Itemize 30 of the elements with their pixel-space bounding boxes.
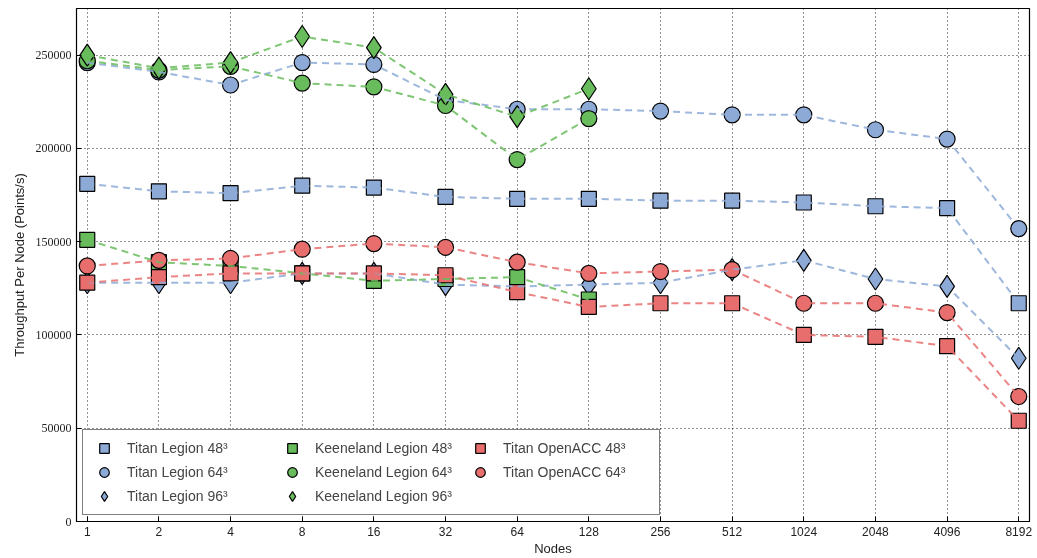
legend-label: Titan Legion 96³ bbox=[127, 487, 229, 506]
y-tick-label: 250000 bbox=[35, 48, 72, 63]
legend-label: Titan Legion 64³ bbox=[127, 463, 229, 482]
x-tick-label: 4 bbox=[227, 524, 235, 539]
legend-label: Keeneland Legion 48³ bbox=[315, 439, 453, 458]
x-tick-label: 512 bbox=[722, 524, 743, 539]
legend-label: Titan Legion 48³ bbox=[127, 439, 229, 458]
x-tick-label: 2048 bbox=[862, 524, 890, 539]
y-tick-label: 50000 bbox=[41, 421, 72, 436]
x-tick-label: 64 bbox=[510, 524, 525, 539]
x-tick-label: 256 bbox=[650, 524, 671, 539]
x-tick-label: 1 bbox=[83, 524, 91, 539]
x-tick-label: 4096 bbox=[933, 524, 961, 539]
x-tick-label: 16 bbox=[367, 524, 381, 539]
x-tick-label: 128 bbox=[578, 524, 600, 539]
y-tick-label: 200000 bbox=[35, 141, 72, 156]
legend-label: Keeneland Legion 64³ bbox=[315, 463, 453, 482]
x-tick-label: 32 bbox=[438, 524, 453, 539]
legend-label: Titan OpenACC 48³ bbox=[503, 439, 627, 458]
y-tick-label: 0 bbox=[65, 514, 72, 529]
x-tick-label: 8 bbox=[298, 524, 306, 539]
y-tick-label: 100000 bbox=[35, 327, 72, 342]
x-axis-title: Nodes bbox=[534, 540, 573, 556]
y-tick-label: 150000 bbox=[35, 234, 72, 249]
y-axis-title: Throughput Per Node (Points/s) bbox=[11, 173, 27, 357]
x-tick-label: 2 bbox=[155, 524, 163, 539]
legend-label: Keeneland Legion 96³ bbox=[315, 487, 453, 506]
legend-label: Titan OpenACC 64³ bbox=[503, 463, 627, 482]
x-tick-label: 8192 bbox=[1005, 524, 1033, 539]
x-tick-label: 1024 bbox=[790, 524, 818, 539]
